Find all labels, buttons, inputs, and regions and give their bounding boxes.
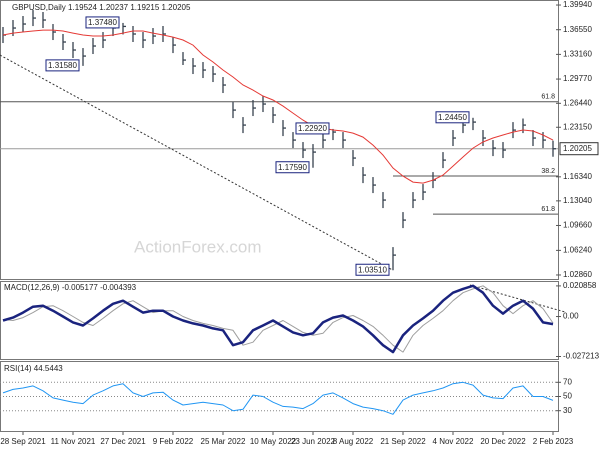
y-tick-label: 1.23150 [563,122,592,131]
x-tick-label: 25 Mar 2022 [201,437,246,446]
x-tick-label: 20 Dec 2022 [480,437,526,446]
y-tick-label: 1.36550 [563,25,592,34]
y-tick-label: 50 [563,392,572,401]
x-tick-label: 11 Nov 2021 [51,437,96,446]
rsi-last: 44.5443 [34,364,63,373]
fib-label: 61.8 [541,94,555,101]
pivot-box [295,122,330,135]
y-tick-label: 0.020858 [563,281,597,290]
signal-last: -0.004393 [100,283,137,292]
panel-frame [0,0,559,280]
macd-title: MACD(12,26,9) -0.005177 -0.004393 [4,283,137,292]
fib-label: 38.2 [541,168,555,175]
price-title: GBPUSD,Daily 1.19524 1.20237 1.19215 1.2… [12,3,191,12]
y-tick-label: 1.13040 [563,196,592,205]
current-price-box [559,142,599,156]
trendline [0,54,394,271]
last-high: 1.20237 [99,3,128,12]
x-tick-label: 23 Jun 2022 [291,437,336,446]
pivot-label: 1.22920 [298,124,327,133]
title-text: MACD(12,26,9) [4,283,60,292]
y-tick-label: 1.39940 [563,0,592,9]
x-tick-label: 10 May 2022 [250,437,297,446]
current-price-label: 1.20205 [563,144,592,153]
fib-label: 61.8 [541,206,555,213]
y-tick-label: -0.027213 [563,352,600,361]
x-tick-label: 28 Sep 2021 [0,437,46,446]
watermark: ActionForex.com [134,237,262,256]
x-tick-label: 9 Feb 2022 [153,437,194,446]
panel-frame [0,281,559,360]
last-open: 1.19524 [68,3,97,12]
x-tick-label: 8 Aug 2022 [333,437,374,446]
y-tick-label: 1.06240 [563,245,592,254]
y-tick-label: 1.02860 [563,270,592,279]
y-tick-label: 1.29770 [563,74,592,83]
macd-trendline [469,284,566,313]
pivot-label: 1.17590 [278,163,307,172]
pivot-box [275,161,310,174]
moving-average [2,29,554,184]
pivot-box [45,59,80,72]
pivot-box [85,16,120,29]
title-text: GBPUSD,Daily [12,3,66,12]
macd-last: -0.005177 [62,283,99,292]
indicator-line [2,284,554,354]
y-tick-label: 70 [563,377,572,386]
indicator-line [2,381,554,415]
pivot-label: 1.03510 [358,265,387,274]
pivot-label: 1.37480 [88,18,117,27]
x-tick-label: 4 Nov 2022 [433,437,474,446]
pivot-box [435,111,470,124]
last-low: 1.19215 [130,3,159,12]
y-tick-label: 0.00 [563,312,579,321]
x-tick-label: 27 Dec 2021 [100,437,146,446]
pivot-box [355,263,390,276]
y-tick-label: 1.33160 [563,49,592,58]
x-tick-label: 21 Sep 2022 [380,437,426,446]
y-tick-label: 1.16340 [563,172,592,181]
rsi-title: RSI(14) 44.5443 [4,364,63,373]
last-close: 1.20205 [162,3,191,12]
y-tick-label: 1.09660 [563,221,592,230]
title-text: RSI(14) [4,364,32,373]
y-tick-label: 30 [563,406,572,415]
y-tick-label: 1.26440 [563,98,592,107]
pivot-label: 1.31580 [48,61,77,70]
x-tick-label: 2 Feb 2023 [533,437,574,446]
pivot-label: 1.24450 [438,113,467,122]
